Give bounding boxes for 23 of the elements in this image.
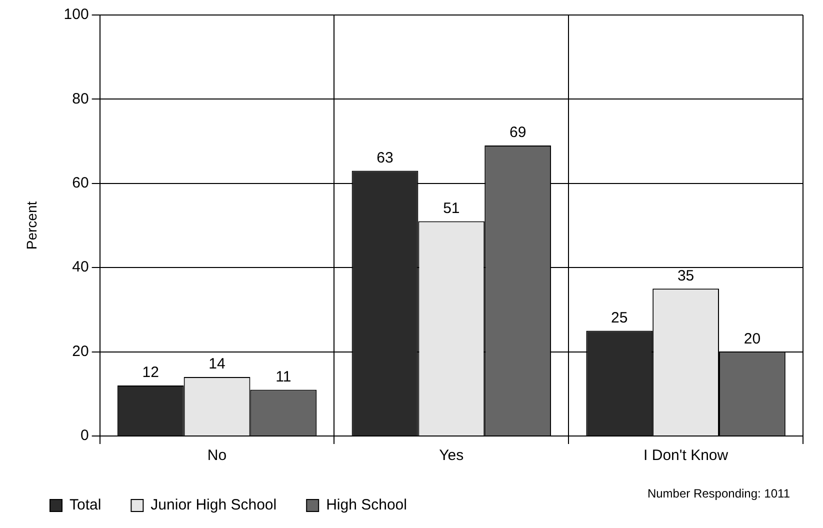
data-label: 63 [376,149,394,166]
y-axis-title: Percent [23,201,40,250]
legend-label: High School [326,496,407,514]
data-label: 51 [443,200,460,217]
data-label: 12 [142,364,159,382]
data-label: 14 [208,356,226,373]
y-tick-label: 80 [72,90,89,108]
legend-label: Total [70,496,102,514]
data-label: 69 [509,124,526,142]
y-tick-label: 0 [80,427,89,444]
data-label: 11 [276,368,292,386]
x-tick-label: I Don't Know [644,447,728,464]
y-tick-label: 100 [64,6,89,24]
y-tick-label: 60 [72,174,89,192]
x-tick-label: No [207,447,227,464]
data-label: 20 [744,330,761,348]
text: Number Responding: 1011 [647,486,790,500]
legend-label: Junior High School [150,496,277,514]
y-tick-label: 20 [72,342,89,360]
y-tick-label: 40 [72,258,89,276]
data-label: 35 [677,267,694,284]
data-label: 25 [611,309,628,326]
x-tick-label: Yes [439,447,464,464]
